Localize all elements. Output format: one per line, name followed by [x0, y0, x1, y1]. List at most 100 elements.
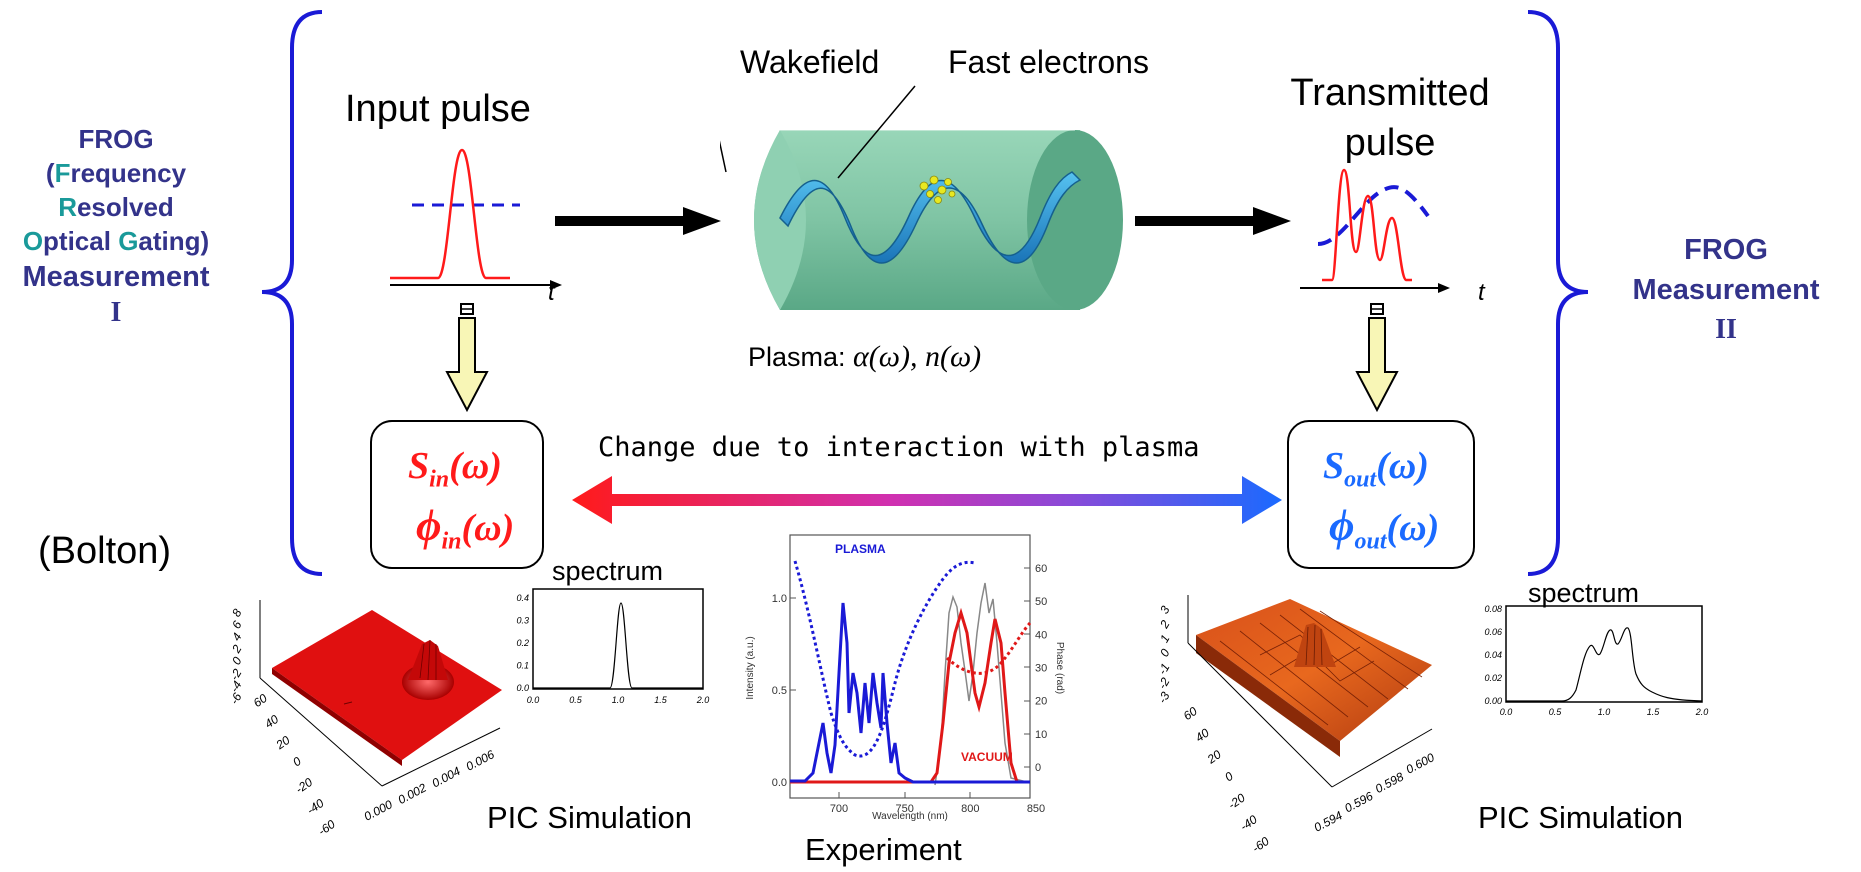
phi-in-expression: ϕin(ω)	[416, 500, 514, 556]
x-tick-label: 0.600	[1404, 750, 1437, 777]
y-tick-label: 0.02	[1484, 673, 1502, 683]
x-tick-label: 0.000	[362, 797, 395, 824]
experiment-caption: Experiment	[805, 832, 962, 867]
y-tick-label: 0	[1035, 762, 1041, 774]
z-tick-label: 6	[232, 618, 245, 631]
electrons-pointer	[837, 85, 916, 179]
y-tick-label: -60	[315, 817, 338, 839]
experiment-ylabel-right: Phase (rad)	[1054, 642, 1065, 694]
x-tick-label: 0.598	[1373, 769, 1406, 796]
s-argument: (ω)	[449, 445, 502, 487]
word-frequency: requency	[70, 158, 187, 188]
y-tick-label: -20	[1225, 791, 1248, 813]
left-frog-label: FROG (Frequency Resolved Optical Gating)…	[0, 122, 232, 330]
word-optical: ptical	[43, 226, 119, 256]
left-brace	[261, 10, 323, 576]
y-tick-label: -60	[1249, 834, 1272, 855]
letter-o: O	[22, 226, 44, 256]
plasma-caption-text: Plasma:	[748, 342, 854, 372]
phi-argument: (ω)	[461, 507, 515, 549]
input-spectrum-box: Sin(ω) ϕin(ω)	[370, 420, 544, 569]
phi-argument: (ω)	[1386, 507, 1440, 549]
plasma-cylinder	[720, 85, 1123, 310]
z-tick-label: 8	[232, 606, 245, 619]
y-tick-label: 0.2	[516, 638, 529, 648]
frog-frequency-line: (Frequency	[0, 156, 232, 190]
wakefield-label: Wakefield	[740, 44, 880, 80]
transmitted-pulse-label: Transmitted pulse	[1260, 68, 1520, 168]
right-frog-label: FROG Measurement II	[1592, 230, 1860, 350]
x-tick-label: 0.004	[430, 764, 463, 791]
x-tick-label: 850	[1027, 803, 1045, 815]
z-tick-label: -1	[1160, 661, 1173, 677]
plasma-caption: Plasma: α(ω), n(ω)	[748, 340, 981, 374]
measurement-numeral: I	[110, 297, 122, 328]
measurement-label: Measurement	[22, 261, 210, 293]
y-tick-label: 0	[290, 754, 304, 769]
y-tick-label: 0.04	[1484, 650, 1502, 660]
z-tick-label: 3	[1160, 603, 1173, 616]
x-tick-label: 0.0	[527, 695, 540, 705]
transmitted-pulse-graph: t	[1300, 168, 1486, 306]
fast-electrons-label: Fast electrons	[948, 44, 1149, 80]
y-tick-label: 60	[1181, 704, 1200, 723]
s-subscript: out	[1344, 466, 1377, 493]
phi-out-expression: ϕout(ω)	[1329, 500, 1439, 556]
plasma-to-output-arrow	[1135, 207, 1291, 235]
y-tick-label: 60	[1035, 563, 1047, 575]
right-brace	[1527, 10, 1589, 576]
x-tick-label: 2.0	[696, 695, 710, 705]
y-tick-label: 0.1	[516, 661, 529, 671]
experiment-xlabel: Wavelength (nm)	[872, 811, 948, 822]
phi-symbol: ϕ	[416, 501, 442, 550]
pic-left-spectrum-title: spectrum	[552, 556, 664, 586]
output-spectrum-box: Sout(ω) ϕout(ω)	[1287, 420, 1475, 569]
s-subscript: in	[429, 466, 450, 493]
y-tick-label: -40	[304, 796, 327, 818]
plasma-series-label: PLASMA	[835, 542, 886, 556]
s-in-expression: Sin(ω)	[408, 444, 502, 494]
x-tick-label: 1.0	[612, 695, 625, 705]
y-tick-label: 0.4	[516, 593, 529, 603]
z-tick-label: 2	[1160, 618, 1173, 632]
y-tick-label: 20	[1204, 747, 1224, 767]
y-tick-label: 0.3	[516, 616, 529, 626]
pic-right-spectrum-title: spectrum	[1528, 578, 1640, 608]
x-tick-label: 0.002	[396, 780, 429, 807]
y-tick-label: 20	[1035, 696, 1047, 708]
plasma-caption-math: α(ω), n(ω)	[853, 340, 982, 373]
wakefield-pointer	[720, 140, 727, 173]
time-axis-label: t	[1478, 279, 1486, 306]
y-tick-label: 10	[1035, 729, 1047, 741]
y-tick-label: 20	[273, 733, 293, 753]
x-tick-label: 0.006	[464, 747, 497, 774]
author-label: (Bolton)	[38, 530, 172, 572]
z-tick-label: 1	[1160, 632, 1173, 645]
x-tick-label: 750	[896, 803, 914, 815]
frog-title: FROG	[78, 124, 154, 154]
y-tick-label: 0.08	[1484, 604, 1502, 614]
y-tick-label: 0.06	[1484, 627, 1502, 637]
input-to-plasma-arrow	[555, 207, 721, 235]
pic-right-spectrum-plot: 0.08 0.06 0.04 0.02 0.00 0.0 0.5 1.0 1.5 2.0	[1484, 604, 1709, 717]
experiment-plot: PLASMA VACUUM Wavelength (nm) Intensity …	[745, 534, 1065, 822]
y-tick-label: 0.0	[516, 683, 529, 693]
z-tick-label: 0	[232, 654, 245, 667]
change-arrow	[572, 476, 1282, 524]
x-tick-label: 0.0	[1500, 707, 1513, 717]
z-tick-label: 2	[232, 642, 245, 656]
pic-left-caption: PIC Simulation	[487, 800, 693, 835]
y-tick-label: -40	[1237, 812, 1260, 834]
pic-left-spectrum-plot: 0.4 0.3 0.2 0.1 0.0 0.0 0.5 1.0 1.5 2.0	[516, 588, 710, 705]
experiment-ylabel-left: Intensity (a.u.)	[745, 636, 756, 699]
x-tick-label: 0.596	[1342, 789, 1375, 816]
input-pulse-label: Input pulse	[345, 88, 531, 130]
x-tick-label: 2.0	[1695, 707, 1709, 717]
x-tick-label: 1.5	[654, 695, 668, 705]
input-down-arrow	[445, 303, 489, 413]
frog-optical-gating-line: Optical Gating)	[0, 224, 232, 258]
y-tick-label: 0.00	[1484, 696, 1502, 706]
s-out-expression: Sout(ω)	[1323, 444, 1429, 494]
phi-subscript: in	[441, 528, 462, 555]
